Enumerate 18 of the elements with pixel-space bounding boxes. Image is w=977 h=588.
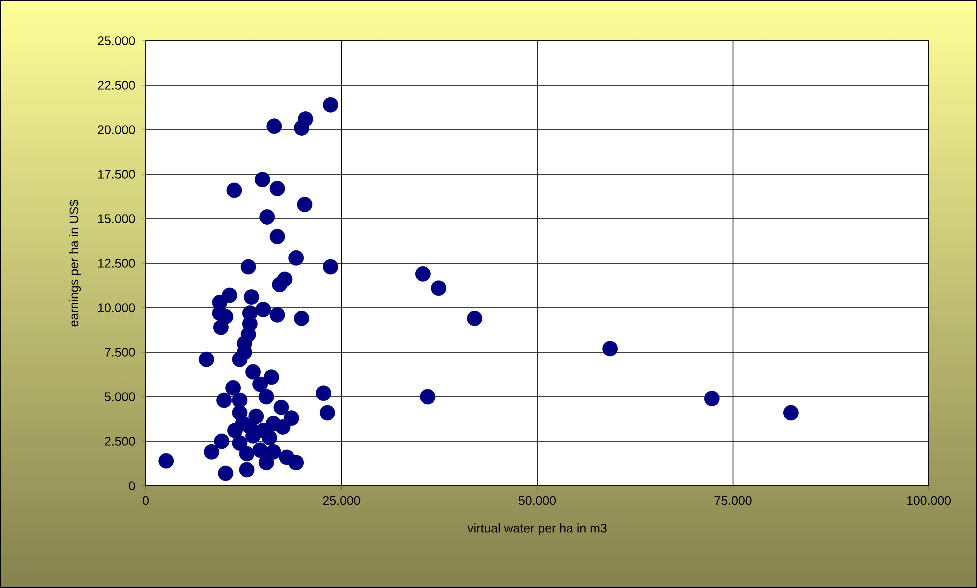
y-tick-label: 22.500 bbox=[98, 81, 136, 90]
y-tick-label: 0 bbox=[129, 482, 136, 490]
x-tick-label: 0 bbox=[143, 496, 149, 506]
y-tick-label: 5.000 bbox=[104, 392, 136, 402]
y-tick-label: 25.000 bbox=[98, 36, 136, 46]
y-tick-label: 17.500 bbox=[98, 170, 136, 179]
x-tick-label: 100.000 bbox=[907, 496, 952, 506]
x-tick-label: 75.000 bbox=[714, 496, 752, 506]
x-tick-label: 25.000 bbox=[323, 496, 360, 506]
y-axis-title: earnings per ha in US$ bbox=[69, 200, 82, 327]
y-tick-label: 7.500 bbox=[105, 348, 136, 357]
y-tick-label: 2.500 bbox=[105, 437, 136, 446]
y-tick-label: 10.000 bbox=[98, 304, 136, 312]
x-axis-title: virtual water per ha in m3 bbox=[468, 524, 607, 536]
x-tick-label: 50.000 bbox=[518, 496, 556, 506]
y-tick-label: 15.000 bbox=[98, 214, 136, 224]
y-tick-label: 20.000 bbox=[98, 126, 136, 134]
y-tick-label: 12.500 bbox=[98, 259, 136, 268]
